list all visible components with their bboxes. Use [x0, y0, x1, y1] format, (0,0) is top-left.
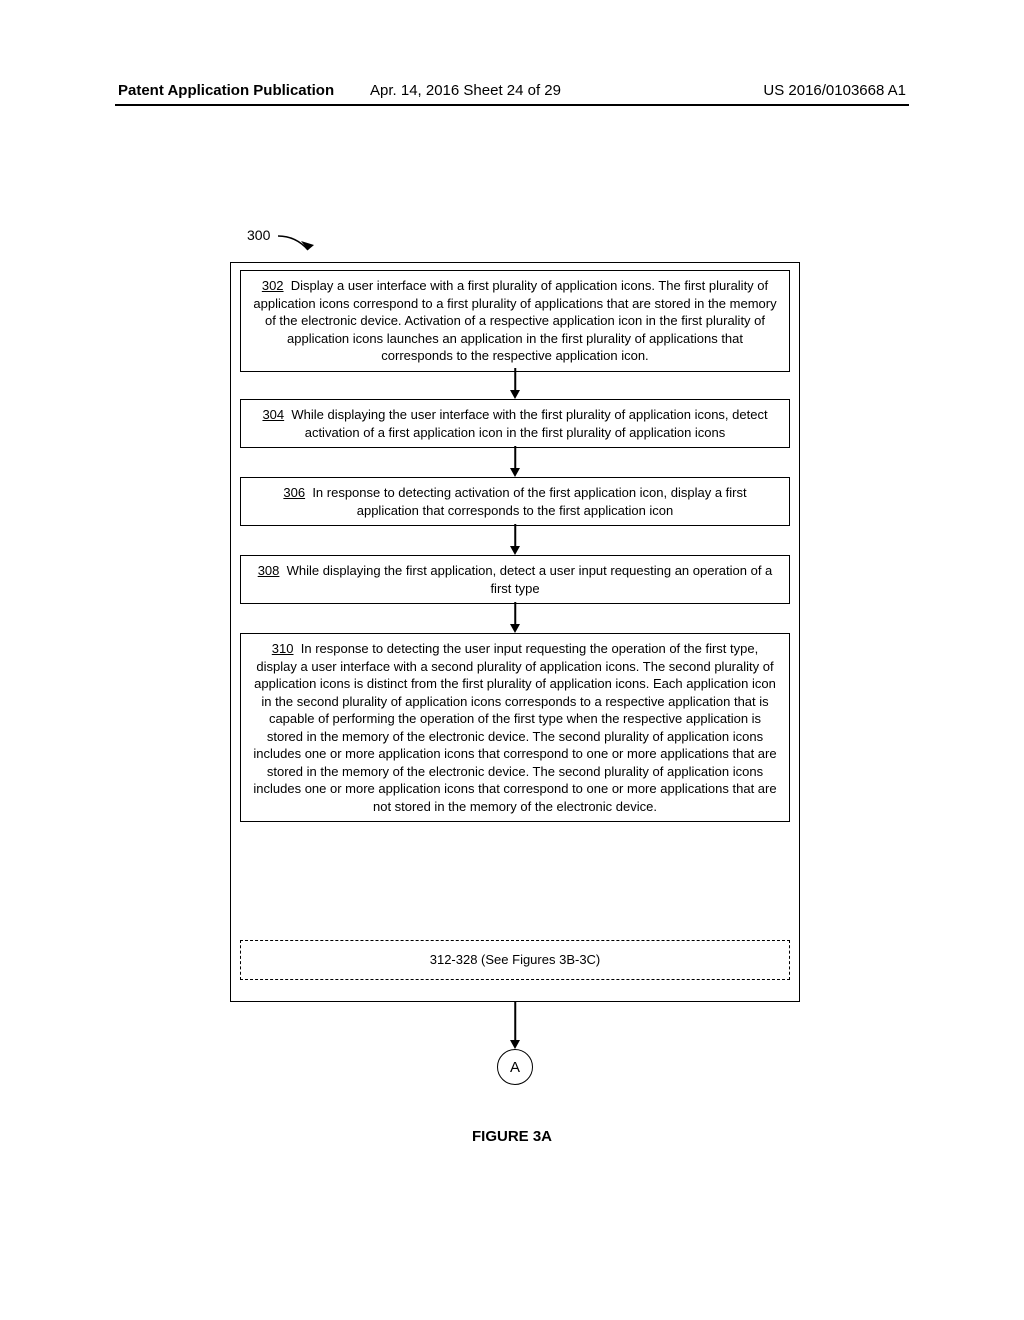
flowchart-step-310: 310 In response to detecting the user in…	[240, 633, 790, 822]
arrow-line	[514, 1002, 516, 1040]
arrow-head-icon	[510, 624, 520, 633]
arrow-head-icon	[510, 546, 520, 555]
header-publication: Patent Application Publication	[118, 82, 334, 99]
header-sheet-info: Apr. 14, 2016 Sheet 24 of 29	[370, 82, 561, 99]
flowchart-step-312-328: 312-328 (See Figures 3B-3C)	[240, 940, 790, 980]
flowchart-step-302: 302 Display a user interface with a firs…	[240, 270, 790, 372]
arrow-head-icon	[510, 468, 520, 477]
arrow-head-icon	[510, 1040, 520, 1049]
flowchart-ref-number: 300	[247, 227, 270, 243]
step-number: 302	[262, 278, 284, 293]
step-number: 306	[283, 485, 305, 500]
step-number: 308	[258, 563, 280, 578]
flowchart-connector-a: A	[497, 1049, 533, 1085]
header-rule	[115, 104, 909, 106]
step-text: In response to detecting activation of t…	[312, 485, 746, 518]
arrow-line	[514, 368, 516, 390]
arrow-line	[514, 524, 516, 546]
step-text: While displaying the first application, …	[287, 563, 773, 596]
step-text: Display a user interface with a first pl…	[253, 278, 776, 363]
arrow-head-icon	[510, 390, 520, 399]
step-text: While displaying the user interface with…	[291, 407, 767, 440]
flowchart-step-304: 304 While displaying the user interface …	[240, 399, 790, 448]
header-patent-number: US 2016/0103668 A1	[763, 82, 906, 99]
patent-page: Patent Application Publication Apr. 14, …	[0, 0, 1024, 1320]
arrow-line	[514, 446, 516, 468]
step-number: 304	[262, 407, 284, 422]
arrow-line	[514, 602, 516, 624]
flowchart-step-308: 308 While displaying the first applicati…	[240, 555, 790, 604]
flowchart-step-306: 306 In response to detecting activation …	[240, 477, 790, 526]
step-number: 310	[272, 641, 294, 656]
ref-arrow-icon	[276, 228, 326, 258]
step-text: In response to detecting the user input …	[253, 641, 776, 814]
step-text: 312-328 (See Figures 3B-3C)	[430, 952, 601, 967]
figure-label: FIGURE 3A	[472, 1128, 552, 1145]
connector-label: A	[510, 1059, 520, 1076]
